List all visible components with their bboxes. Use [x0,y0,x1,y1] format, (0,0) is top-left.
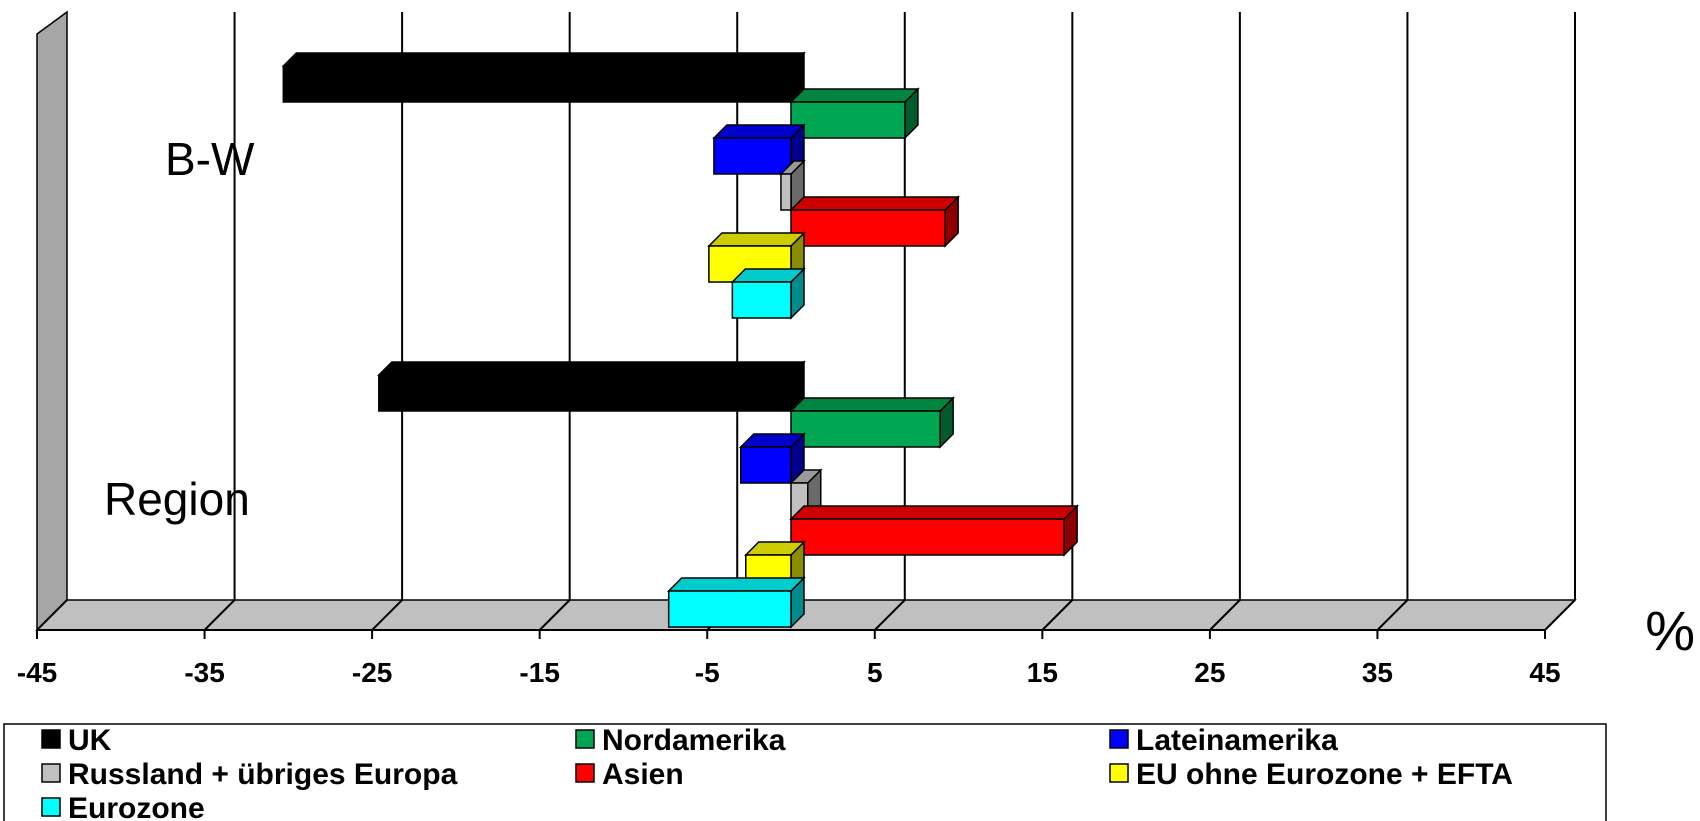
bar-russland-ubriges-europa-b-w [779,159,806,212]
x-tick-label: 15 [1027,657,1058,688]
category-label-region: Region [104,473,250,525]
x-tick-label: -45 [17,657,57,688]
floor-gridline [36,599,68,631]
x-tick-label: -35 [184,657,224,688]
legend-swatch [1109,729,1129,749]
gridlines [233,12,1576,600]
floor-gridline [538,599,571,631]
legend-swatch [41,763,61,783]
bar-asien-region [789,504,1079,557]
legend-item-uk: UK [41,724,112,757]
legend: UK Nordamerika Lateinamerika Russland + übr… [3,723,1607,821]
bar-asien-b-w [789,195,960,248]
bar-uk-b-w [281,51,806,104]
legend-swatch [41,729,61,749]
x-tick-label: 45 [1529,657,1560,688]
floor-gridline [1544,599,1576,631]
bar-eurozone-b-w [730,267,806,320]
legend-swatch [575,729,595,749]
x-tick-label: -15 [519,657,559,688]
legend-label: Russland + übriges Europa [68,758,458,791]
legend-item-eu-ohne-eurozone-efta: EU ohne Eurozone + EFTA [1109,758,1513,791]
x-tick-labels: -45 -35 -25 -15 -5 5 15 25 35 45 [17,657,1561,688]
floor [35,599,1577,631]
x-tick-label: -5 [695,657,720,688]
legend-item-russland-ubriges-europa: Russland + übriges Europa [41,758,458,791]
legend-label: Nordamerika [602,724,786,757]
legend-swatch [575,763,595,783]
category-label-b-w: B-W [165,133,255,185]
bar-uk-region [377,360,806,413]
bar-eurozone-region [666,576,806,629]
bar-nordamerika-b-w [789,87,920,140]
legend-label: EU ohne Eurozone + EFTA [1136,758,1513,791]
x-tick-label: 25 [1194,657,1225,688]
legend-box [3,723,1607,821]
floor-gridline [1041,599,1074,631]
floor-gridline [1209,599,1241,631]
legend-label: Asien [602,758,684,791]
legend-label: Eurozone [68,792,205,821]
floor-gridline [1376,599,1409,631]
left-wall [36,10,68,632]
legend-swatch [1109,763,1129,783]
legend-item-lateinamerika: Lateinamerika [1109,724,1338,757]
legend-item-nordamerika: Nordamerika [575,724,786,757]
x-tick-label: -25 [352,657,392,688]
legend-item-eurozone: Eurozone [41,792,205,821]
bar-lateinamerika-region [738,432,806,485]
floor-gridline [874,599,906,631]
legend-swatch [41,797,61,817]
floor-gridline [371,599,403,631]
floor-gridline [203,599,236,631]
bars [281,51,1079,629]
x-tick-label: 5 [867,657,883,688]
legend-label: UK [68,724,112,757]
x-tick-label: 35 [1362,657,1393,688]
bar-nordamerika-region [789,396,955,449]
unit-label: % [1645,599,1695,662]
legend-item-asien: Asien [575,758,684,791]
category-labels: B-W Region [104,133,255,525]
legend-label: Lateinamerika [1136,724,1338,757]
